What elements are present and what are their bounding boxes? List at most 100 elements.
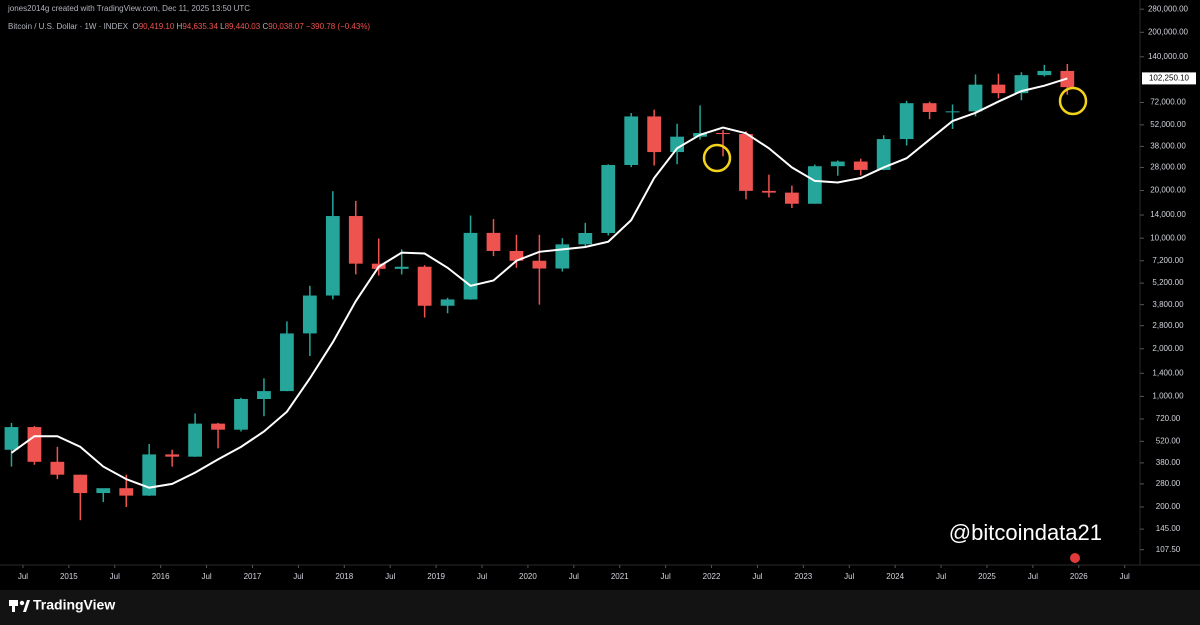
candle-body (532, 260, 547, 269)
plot: 280,000.00 200,000.00 140,000.00 72,000.00 5… (4, 4, 1196, 581)
candle-body (945, 111, 960, 113)
x-tick-label: 2018 (335, 572, 353, 581)
x-tick-label: Jul (385, 572, 395, 581)
logo-mark (23, 600, 30, 612)
watermark: @bitcoindata21 (949, 520, 1102, 545)
price-label: 102,250.10 (1149, 74, 1190, 83)
y-tick-label: 380.00 (1156, 458, 1181, 467)
candle-body (463, 232, 478, 300)
ohlc-value: 94,635.34 (182, 22, 218, 31)
x-tick-label: Jul (661, 572, 671, 581)
ohlc-label: L (220, 22, 225, 31)
candle-body (624, 116, 639, 165)
candle-body (96, 488, 111, 494)
y-tick-label: 3,800.00 (1152, 300, 1184, 309)
candle-body (234, 398, 248, 430)
candle-body (670, 136, 684, 153)
y-tick-label: 1,400.00 (1152, 368, 1184, 377)
x-tick-label: Jul (477, 572, 487, 581)
footer-logo: TradingView (9, 597, 115, 613)
moving-average (10, 77, 1068, 489)
y-tick-label: 200,000.00 (1148, 27, 1189, 36)
ohlc-value: 89,440.03 (224, 22, 261, 31)
candle-body (417, 266, 432, 306)
candle-body (509, 250, 524, 261)
y-tick-label: 200.00 (1156, 502, 1181, 511)
candle-body (486, 232, 501, 251)
y-tick-label: 20,000.00 (1150, 186, 1186, 195)
candle-body (257, 391, 271, 399)
annotation-circle (1058, 86, 1088, 116)
ohlc-label: C (262, 22, 269, 31)
y-tick-label: 5,200.00 (1152, 278, 1184, 287)
logo-mark (12, 600, 15, 612)
y-tick-label: 280.00 (1156, 479, 1181, 488)
x-tick-label: 2019 (427, 572, 445, 581)
change: −390.78 (−0.43%) (306, 22, 371, 31)
annotation-circle (702, 143, 732, 173)
candle-body (165, 454, 180, 457)
candle-body (830, 161, 845, 167)
price-label-box (1142, 72, 1196, 85)
event-icon (1070, 553, 1080, 563)
y-tick-label: 2,000.00 (1152, 344, 1184, 353)
candle-body (188, 423, 202, 457)
ohlc-value: 90,419.10 (138, 22, 175, 31)
y-tick-label: 107.50 (1156, 545, 1181, 554)
candle-body (1037, 70, 1052, 76)
ohlc-label: O (132, 22, 139, 31)
candle-body (853, 161, 868, 170)
x-tick-label: Jul (18, 572, 28, 581)
candle-body (578, 233, 593, 245)
candle-body (762, 190, 776, 193)
candle-body (280, 333, 294, 392)
candle-body (119, 488, 134, 496)
x-tick-label: Jul (1028, 572, 1038, 581)
y-tick-label: 7,200.00 (1152, 256, 1184, 265)
x-tick-label: 2015 (60, 572, 78, 581)
x-tick-label: Jul (844, 572, 854, 581)
x-tick-label: 2023 (794, 572, 812, 581)
ohlc-value: 90,038.07 (268, 22, 304, 31)
candle-body (968, 84, 983, 112)
y-tick-label: 28,000.00 (1150, 163, 1186, 172)
y-tick-label: 52,000.00 (1150, 120, 1186, 129)
candle-body (142, 454, 157, 496)
candle-body (73, 474, 88, 494)
x-tick-label: 2026 (1070, 572, 1088, 581)
y-tick-label: 14,000.00 (1150, 210, 1186, 219)
candle-body (784, 192, 799, 204)
candle-body (325, 216, 340, 296)
candle-body (211, 423, 225, 430)
x-tick-label: Jul (569, 572, 579, 581)
x-tick-label: Jul (293, 572, 303, 581)
x-tick-label: 2024 (886, 572, 904, 581)
y-tick-label: 38,000.00 (1150, 142, 1186, 151)
symbol: Bitcoin / U.S. Dollar · 1W · INDEX (8, 22, 129, 31)
ohlc-label: H (176, 22, 183, 31)
x-tick-label: 2017 (244, 572, 262, 581)
candle-body (922, 103, 937, 113)
candle-body (27, 427, 42, 462)
x-tick-label: Jul (110, 572, 120, 581)
x-tick-label: 2020 (519, 572, 537, 581)
x-tick-label: 2021 (611, 572, 629, 581)
y-tick-label: 520.00 (1156, 436, 1181, 445)
candle-body (394, 266, 409, 269)
y-tick-label: 145.00 (1156, 524, 1181, 533)
x-tick-label: 2022 (703, 572, 721, 581)
symbol-line: Bitcoin / U.S. Dollar · 1W · INDEX O90,4… (8, 22, 370, 31)
candle-body (647, 116, 662, 153)
credit: jones2014g created with TradingView.com,… (8, 4, 251, 13)
y-tick-label: 720.00 (1156, 414, 1181, 423)
y-tick-label: 140,000.00 (1148, 52, 1189, 61)
footer-bar (0, 590, 1200, 625)
y-tick-label: 72,000.00 (1150, 98, 1186, 107)
candle-body (991, 84, 1006, 94)
y-tick-label: 2,800.00 (1152, 321, 1184, 330)
logo-mark (19, 600, 25, 606)
candle-body (739, 134, 753, 191)
y-tick-label: 10,000.00 (1150, 233, 1186, 242)
